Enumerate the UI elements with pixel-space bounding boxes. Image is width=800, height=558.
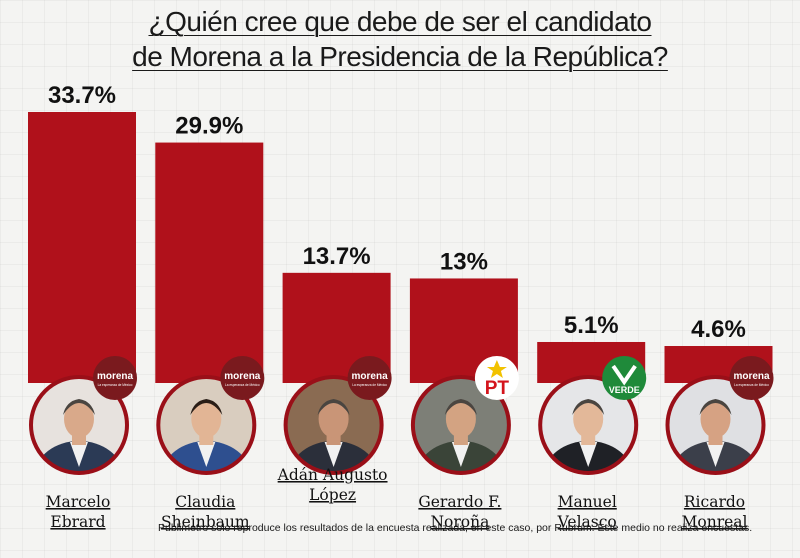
pt-star-icon — [486, 360, 507, 378]
category-label: Sheinbaum — [161, 513, 250, 531]
category-label: Adán Augusto — [277, 466, 388, 484]
morena-logo-subtext: La esperanza de México — [734, 383, 769, 387]
morena-logo-subtext: La esperanza de México — [225, 383, 260, 387]
category-label: Gerardo F. — [418, 493, 501, 511]
body-shape — [162, 441, 251, 473]
photo-ring — [410, 375, 511, 475]
verde-toucan-icon — [611, 364, 637, 386]
face-shape — [700, 400, 731, 438]
shirt-shape — [324, 442, 343, 467]
shirt-shape — [70, 442, 88, 467]
category-label: Noroña — [430, 513, 489, 531]
face-shape — [573, 400, 604, 438]
pt-logo-circle — [474, 356, 519, 400]
chart-title: ¿Quién cree que debe de ser el candidato… — [0, 4, 800, 74]
data-label: 4.6% — [691, 316, 746, 343]
hair-shape — [572, 399, 605, 415]
morena-logo-text: morena — [733, 371, 770, 382]
morena-logo-circle — [729, 356, 774, 400]
candidate-photo — [158, 377, 255, 473]
morena-logo-subtext: La esperanza de México — [352, 383, 387, 387]
morena-logo-subtext: La esperanza de México — [98, 383, 133, 387]
category-label: Manuel — [558, 493, 617, 511]
photo-ring — [283, 375, 384, 475]
hair-shape — [190, 399, 223, 415]
chart-title-line-2: de Morena a la Presidencia de la Repúbli… — [132, 41, 668, 72]
bar — [155, 142, 264, 383]
category-label: Ebrard — [50, 513, 105, 531]
photo-ring — [156, 375, 257, 475]
chart-title-line-1: ¿Quién cree que debe de ser el candidato — [148, 6, 652, 37]
hair-shape — [444, 399, 477, 415]
body-shape — [416, 441, 505, 473]
candidate-photo — [31, 377, 127, 473]
category-label: Marcelo — [46, 493, 111, 511]
photo-ring — [29, 375, 129, 475]
body-shape — [671, 441, 760, 473]
face-shape — [445, 400, 476, 438]
data-label: 33.7% — [48, 82, 116, 109]
shirt-shape — [451, 442, 470, 467]
shirt-shape — [197, 442, 216, 467]
shirt-shape — [579, 442, 598, 467]
morena-logo-text: morena — [97, 371, 134, 382]
candidate-photo — [285, 377, 382, 473]
hair-shape — [63, 399, 95, 415]
category-label: Claudia — [175, 493, 235, 511]
morena-logo-circle — [220, 356, 265, 400]
data-label: 13% — [440, 248, 488, 275]
morena-logo-text: morena — [352, 371, 389, 382]
bar-group: 5.1% VERDE Manuel Velasco — [537, 312, 647, 531]
category-label: Ricardo — [684, 493, 745, 511]
face-shape — [191, 400, 222, 438]
body-shape — [35, 441, 123, 473]
hair-shape — [317, 399, 350, 415]
pt-logo: PT — [474, 356, 519, 400]
face-shape — [318, 400, 349, 438]
category-label: López — [309, 486, 356, 504]
morena-logo-circle — [93, 356, 137, 400]
morena-logo-text: morena — [224, 371, 261, 382]
category-label: Velasco — [557, 513, 617, 531]
bar — [28, 112, 136, 383]
bar-group: 13% PT Gerardo F. Noroña — [409, 248, 519, 531]
candidate-photo — [540, 377, 637, 473]
verde-logo-text: VERDE — [609, 385, 640, 395]
verde-logo: VERDE — [602, 356, 647, 400]
data-label: 13.7% — [303, 243, 371, 270]
pt-logo-text: PT — [485, 378, 510, 399]
body-shape — [544, 441, 633, 473]
data-label: 29.9% — [175, 113, 243, 140]
body-shape — [289, 441, 378, 473]
morena-logo-circle — [347, 356, 392, 400]
face-shape — [64, 400, 94, 438]
photo-ring — [665, 375, 766, 475]
photo-ring — [538, 375, 639, 475]
footnote: Publimetro solo reproduce los resultados… — [158, 522, 753, 534]
data-label: 5.1% — [564, 312, 619, 339]
category-label: Monreal — [682, 513, 748, 531]
shirt-shape — [706, 442, 725, 467]
hair-shape — [699, 399, 732, 415]
